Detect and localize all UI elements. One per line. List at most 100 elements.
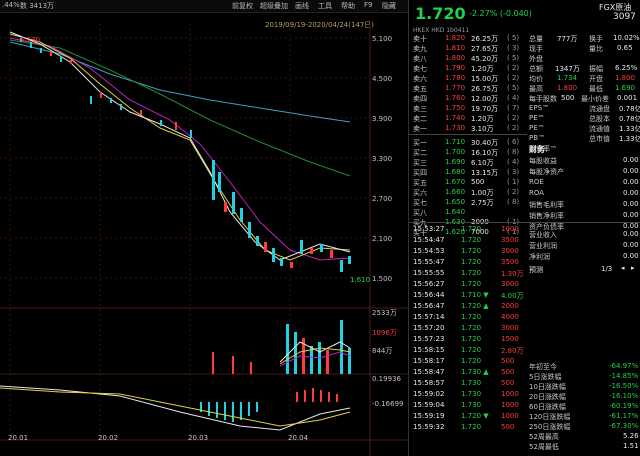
bid-row: 买三 1.690 6.10万( 4) [413, 158, 520, 167]
perf-row: 250日涨跌幅 -67.30% [529, 422, 639, 431]
bid-row: 买五 1.670 500( 1) [413, 178, 520, 187]
ask-row: 卖六 1.780 15.00万( 2) [413, 74, 520, 83]
stat-row: 均价 1.734 开盘 1.800 [529, 74, 636, 83]
stat-row: 外盘 [529, 55, 543, 63]
tick-row: 15:59:19 1.720 ▼ 1000 [413, 412, 519, 420]
menu-overlay[interactable]: 超级叠加 [260, 2, 288, 10]
menu-hide[interactable]: 隐藏 [382, 2, 396, 10]
date-tick: 20.03 [188, 434, 209, 442]
tick-row: 15:58:17 1.720 500 [413, 357, 515, 365]
volume-tick: 844万 [372, 347, 393, 355]
ask-row: 卖九 1.810 27.65万( 3) [413, 44, 520, 53]
stock-code: 3097 [613, 12, 636, 22]
tick-row: 15:54:47 1.720 3500 [413, 236, 519, 244]
change-pct: .44% [2, 1, 20, 9]
finance-row: ROA 0.00 [529, 189, 639, 197]
date-tick: 20.01 [8, 434, 29, 442]
finance-row: ROE 0.00 [529, 178, 639, 186]
price-tick: 5.100 [372, 35, 393, 43]
menu-draw[interactable]: 画线 [295, 2, 309, 10]
market-info: HKEX HKD 1b0411 [413, 27, 470, 34]
ma-line-mid [9, 39, 351, 177]
price-tick: 2.700 [372, 195, 393, 203]
date-range: 2019/09/19-2020/04/24(147日) [265, 21, 375, 29]
tick-row: 15:56:47 1.720 ▲ 2000 [413, 302, 519, 310]
kline-chart[interactable]: 5.130 1.610 [0, 12, 408, 456]
tick-row: 15:58:57 1.730 500 [413, 379, 515, 387]
candlesticks [20, 38, 351, 272]
bid-row: 买六 1.660 1.00万( 2) [413, 188, 520, 197]
price-tick: 3.900 [372, 115, 393, 123]
bid-book: 买一 1.710 30.40万( 6) 买二 1.700 16.10万( 8) 买三 1.… [409, 138, 527, 238]
ask-row: 卖八 1.800 45.20万( 5) [413, 54, 520, 63]
ma-line-long [9, 41, 351, 123]
date-tick: 20.04 [288, 434, 309, 442]
ma-line-white [9, 31, 351, 261]
ask-row: 卖三 1.750 19.70万( 7) [413, 104, 520, 113]
stat-row: 总量 777万 换手 10.02% [529, 34, 640, 43]
stat-row: 股息率™ [529, 145, 557, 153]
ask-row: 卖七 1.790 1.20万( 2) [413, 64, 520, 73]
finance-row: 每股收益 0.00 [529, 156, 639, 165]
chart-area[interactable]: .44% 数 3413万 前复权 超级叠加 画线 工具 帮助 F9 隐藏 201… [0, 0, 408, 456]
macd-tick: -0.16699 [372, 400, 404, 408]
fund-row: 营业利润 0.00 [529, 241, 639, 250]
shares-label: 数 3413万 [20, 2, 55, 10]
date-tick: 20.02 [98, 434, 119, 442]
tick-row: 15:57:14 1.720 4000 [413, 313, 519, 321]
tick-row: 15:53:27 1.720 1000 [413, 225, 519, 233]
menu-tools[interactable]: 工具 [318, 2, 332, 10]
finance-row: 资产负债率 0.00 [529, 222, 639, 231]
volume-tick: 1096万 [372, 329, 397, 337]
stat-row: 现手 量比 0.65 [529, 44, 633, 53]
stat-row: 每手股数 500 最小价差 0.001 [529, 94, 638, 103]
low-label: 1.610 [350, 276, 370, 284]
tick-row: 15:59:04 1.730 1000 [413, 401, 519, 409]
fund-row: 营业收入 0.00 [529, 230, 639, 239]
macd-tick: 0.19936 [372, 375, 401, 383]
ask-row: 卖二 1.740 1.20万( 2) [413, 114, 520, 123]
menu-adjust[interactable]: 前复权 [232, 2, 253, 10]
stat-row: PE™ 总股本 0.78亿 [529, 114, 640, 123]
stock-name: FGX原油 [599, 3, 632, 12]
ma-line-purple [9, 37, 351, 261]
menu-help[interactable]: 帮助 [341, 2, 355, 10]
bid-row: 买四 1.680 13.15万( 3) [413, 168, 520, 177]
forecast-tab[interactable]: 预测 [529, 266, 543, 274]
tick-row: 15:55:47 1.720 3500 [413, 258, 519, 266]
bid-row: 买七 1.650 2.75万( 8) [413, 198, 520, 207]
ma-line-yellow [9, 33, 351, 261]
prev-page-icon[interactable]: ◂ [621, 264, 625, 272]
tick-row: 15:59:02 1.730 1000 [413, 390, 519, 398]
perf-row: 5日涨跌幅 -14.85% [529, 372, 639, 381]
menu-f9[interactable]: F9 [364, 1, 373, 9]
next-page-icon[interactable]: ▸ [631, 264, 635, 272]
tick-row: 15:54:53 1.720 3000 [413, 247, 519, 255]
last-price: 1.720 [415, 4, 466, 23]
price-tick: 1.500 [372, 275, 393, 283]
tick-row: 15:57:23 1.720 1500 [413, 335, 519, 343]
finance-row: 销售毛利率 0.00 [529, 200, 639, 209]
tick-row: 15:57:20 1.720 3000 [413, 324, 519, 332]
stat-row: EPS™ 流通盘 0.78亿 [529, 104, 640, 113]
price-tick: 3.300 [372, 155, 393, 163]
high-label: 5.130 [20, 36, 40, 44]
bid-row: 买一 1.710 30.40万( 6) [413, 138, 520, 147]
forecast-page: 1/3 [601, 265, 613, 273]
price-tick: 2.100 [372, 235, 393, 243]
perf-row: 10日涨跌幅 -16.50% [529, 382, 639, 391]
perf-row: 年初至今 -64.97% [529, 362, 639, 371]
finance-title: 财务 [529, 145, 545, 154]
finance-row: 每股净资产 0.00 [529, 167, 639, 176]
bid-row: 买八 1.640 [413, 208, 466, 217]
tick-row: 15:58:47 1.730 ▲ 500 [413, 368, 515, 376]
stat-row: 最高 1.800 最低 1.690 [529, 84, 636, 93]
macd-bars [200, 388, 338, 422]
bid-row: 买十 1.620 7000( 1) [413, 228, 520, 237]
quote-panel: 1.720 -2.27% (-0.040) FGX原油 3097 HKEX HK… [408, 0, 640, 456]
volume-tick: 2533万 [372, 309, 397, 317]
tick-list[interactable]: 15:53:27 1.720 1000 15:54:47 1.720 3500 15:5… [409, 224, 527, 456]
stat-row: 总额 1347万 振幅 6.25% [529, 64, 638, 73]
finance-row: 销售净利率 0.00 [529, 211, 639, 220]
perf-row: 20日涨跌幅 -16.10% [529, 392, 639, 401]
